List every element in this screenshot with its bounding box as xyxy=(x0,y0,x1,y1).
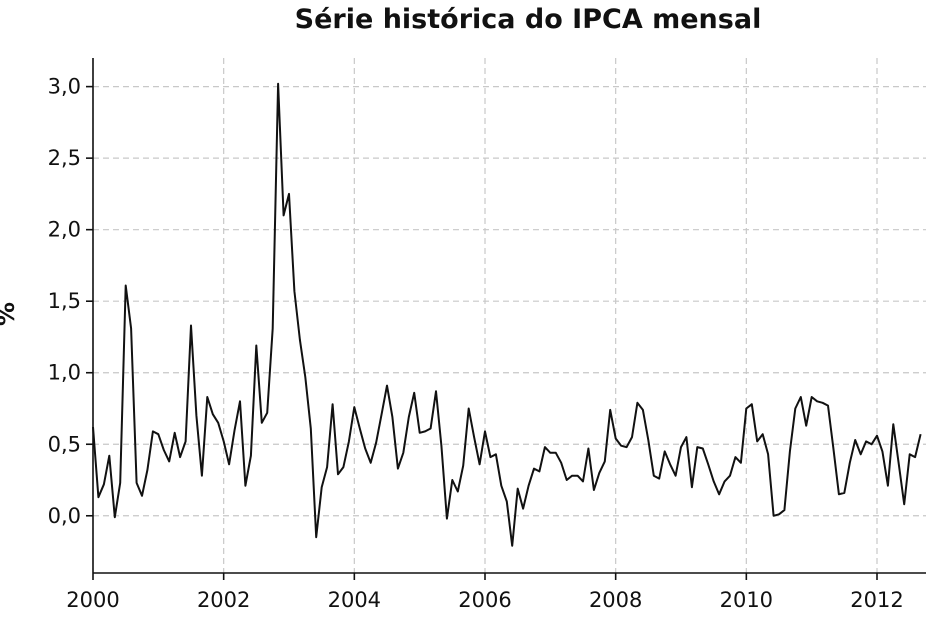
series-line-0 xyxy=(92,82,922,547)
x-tick-label: 2012 xyxy=(850,588,903,612)
y-tick-label: 0,0 xyxy=(48,504,81,528)
tick-label-layer: 0,0 0,5 1,0 1,5 2,0 2,5 3,0 2000 2002 2004 2006 200… xyxy=(48,75,904,612)
x-tick-label: 2000 xyxy=(66,588,119,612)
y-tick-label: 2,0 xyxy=(48,218,81,242)
y-tick-label: 3,0 xyxy=(48,75,81,99)
axes-layer xyxy=(86,58,926,580)
x-tick-label: 2006 xyxy=(458,588,511,612)
y-tick-label: 1,0 xyxy=(48,361,81,385)
grid-layer xyxy=(92,58,926,573)
x-tick-label: 2008 xyxy=(589,588,642,612)
x-tick-label: 2002 xyxy=(197,588,250,612)
y-tick-label: 1,5 xyxy=(48,289,81,313)
y-tick-label: 2,5 xyxy=(48,146,81,170)
y-tick-label: 0,5 xyxy=(48,432,81,456)
x-tick-label: 2010 xyxy=(720,588,773,612)
chart-title: Série histórica do IPCA mensal xyxy=(294,4,762,35)
series-layer xyxy=(92,82,922,547)
x-tick-label: 2004 xyxy=(328,588,381,612)
